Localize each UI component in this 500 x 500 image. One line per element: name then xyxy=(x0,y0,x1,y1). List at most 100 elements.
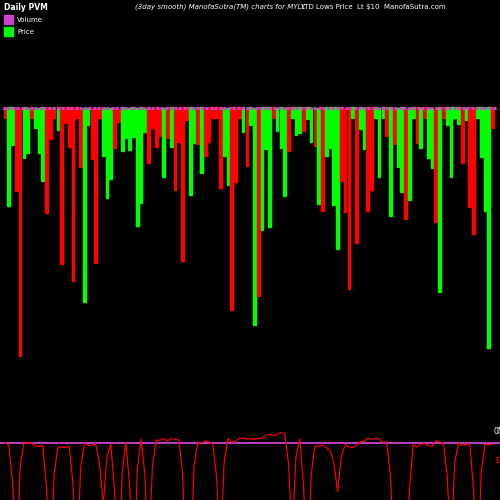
Text: Price: Price xyxy=(17,28,34,34)
Bar xyxy=(344,108,346,212)
Bar xyxy=(4,15,13,24)
Bar xyxy=(216,108,218,118)
Bar xyxy=(15,108,18,191)
Bar xyxy=(83,108,86,302)
Bar xyxy=(192,108,196,143)
Bar xyxy=(226,108,230,185)
Bar xyxy=(260,108,264,230)
Bar xyxy=(298,108,301,133)
Bar xyxy=(468,108,471,206)
Bar xyxy=(438,108,441,292)
Bar xyxy=(264,108,267,149)
Bar xyxy=(204,108,206,156)
Bar xyxy=(121,108,124,152)
Bar xyxy=(22,108,26,158)
Bar xyxy=(11,108,14,145)
Bar xyxy=(276,108,278,132)
Bar xyxy=(291,108,294,118)
Bar xyxy=(336,108,339,250)
Bar xyxy=(68,108,70,146)
Bar xyxy=(76,108,78,118)
Bar xyxy=(162,108,165,177)
Bar xyxy=(132,108,135,137)
Bar xyxy=(268,108,271,227)
Bar xyxy=(382,108,384,118)
Bar xyxy=(325,108,328,156)
Bar xyxy=(374,108,376,118)
Bar xyxy=(90,108,94,159)
Bar xyxy=(370,108,373,190)
Bar xyxy=(49,108,51,138)
Bar xyxy=(182,108,184,262)
Bar xyxy=(128,108,131,150)
Bar xyxy=(378,108,380,178)
Bar xyxy=(4,108,6,118)
Bar xyxy=(287,108,290,150)
Bar xyxy=(306,108,308,120)
Bar xyxy=(238,108,240,118)
Bar xyxy=(42,108,44,182)
Bar xyxy=(389,108,392,216)
Bar xyxy=(284,108,286,196)
Bar xyxy=(147,108,150,163)
Bar xyxy=(158,108,162,136)
Bar xyxy=(34,108,36,128)
Bar xyxy=(8,108,10,206)
Bar xyxy=(102,108,104,156)
Bar xyxy=(423,108,426,118)
Bar xyxy=(352,108,354,118)
Bar xyxy=(106,108,108,198)
Bar xyxy=(185,108,188,120)
Bar xyxy=(484,108,486,211)
Bar xyxy=(362,108,366,150)
Bar xyxy=(488,108,490,348)
Bar xyxy=(359,108,362,128)
Bar xyxy=(314,108,316,146)
Bar xyxy=(79,108,82,167)
Bar xyxy=(434,108,437,222)
Bar xyxy=(476,108,478,118)
Bar xyxy=(242,108,244,132)
Text: Daily PVM: Daily PVM xyxy=(4,4,48,13)
Bar xyxy=(408,108,410,200)
Bar xyxy=(302,108,305,130)
Bar xyxy=(56,108,59,130)
Bar xyxy=(461,108,464,163)
Bar xyxy=(393,108,396,144)
Bar xyxy=(246,108,248,166)
Bar xyxy=(19,108,22,356)
Bar xyxy=(427,108,430,158)
Text: $5.00: $5.00 xyxy=(494,455,500,464)
Bar xyxy=(117,108,119,122)
Bar xyxy=(257,108,260,296)
Bar xyxy=(480,108,482,157)
Bar xyxy=(196,108,199,144)
Bar xyxy=(26,108,29,152)
Bar xyxy=(166,108,169,138)
Bar xyxy=(144,108,146,132)
Bar xyxy=(386,108,388,136)
Bar xyxy=(230,108,233,310)
Text: (3day smooth) ManofaSutra(TM) charts for MYLL: (3day smooth) ManofaSutra(TM) charts for… xyxy=(135,4,305,10)
Bar xyxy=(212,108,214,118)
Bar xyxy=(412,108,414,118)
Text: Volume: Volume xyxy=(17,16,43,22)
Bar xyxy=(223,108,226,156)
Bar xyxy=(294,108,298,135)
Bar xyxy=(396,108,400,167)
Bar xyxy=(400,108,403,192)
Bar xyxy=(348,108,350,290)
Bar xyxy=(200,108,203,173)
Bar xyxy=(136,108,138,226)
Bar xyxy=(272,108,274,118)
Bar xyxy=(321,108,324,211)
Bar xyxy=(72,108,74,282)
Bar xyxy=(234,108,237,182)
Bar xyxy=(446,108,448,124)
Bar xyxy=(457,108,460,124)
Bar xyxy=(151,108,154,128)
Bar xyxy=(98,108,101,118)
Bar xyxy=(464,108,468,120)
Bar xyxy=(189,108,192,196)
Bar xyxy=(170,108,172,148)
